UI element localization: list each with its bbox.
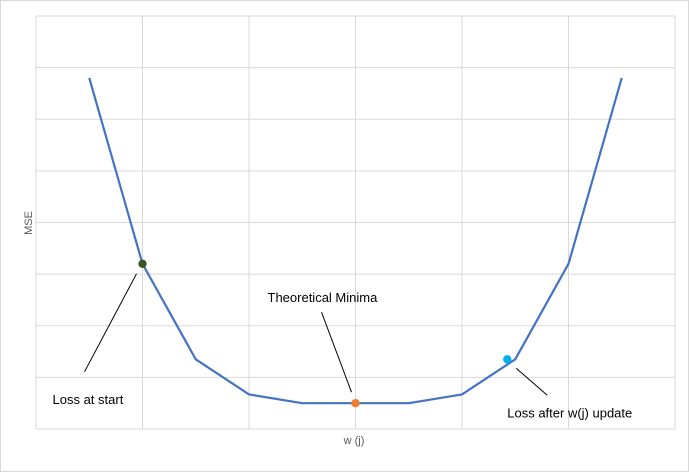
- point-annotation-label: Theoretical Minima: [268, 290, 379, 305]
- leader-line: [84, 273, 137, 373]
- leader-line: [321, 312, 352, 393]
- gridlines: [35, 15, 676, 430]
- point-annotation-label: Loss at start: [53, 392, 124, 407]
- leader-line: [515, 367, 548, 396]
- annotation-leaders: [84, 273, 548, 396]
- y-axis-title: MSE: [23, 211, 35, 235]
- annotation-labels: Loss at start Theoretical Minima Loss afte…: [53, 290, 633, 420]
- point-annotation-label: Loss after w(j) update: [507, 405, 632, 420]
- x-axis-title: w (j): [343, 435, 365, 447]
- data-point-marker: [138, 259, 147, 268]
- data-point-marker: [503, 355, 512, 364]
- data-point-marker: [351, 398, 360, 408]
- point-markers: [138, 259, 512, 408]
